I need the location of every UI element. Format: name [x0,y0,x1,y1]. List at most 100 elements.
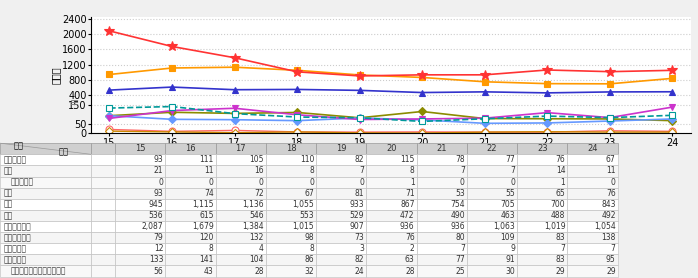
Bar [115,210,165,221]
Bar [366,265,417,277]
Text: 79: 79 [154,233,163,242]
Bar [316,265,366,277]
Bar [517,199,567,210]
Bar [216,154,266,165]
Bar [366,254,417,265]
Bar [165,265,216,277]
Text: 553: 553 [299,211,314,220]
Bar [567,199,618,210]
Bar [517,188,567,199]
Text: 9: 9 [510,244,515,253]
Line: 強盗: 強盗 [106,126,676,136]
Text: 16: 16 [254,167,264,175]
Bar [467,143,517,154]
Text: 30: 30 [505,267,515,275]
Text: 7: 7 [611,244,616,253]
Bar [91,154,115,165]
暴行 [668,77,676,80]
Text: 55: 55 [505,189,515,198]
Bar [216,265,266,277]
Bar [517,221,567,232]
Text: 0: 0 [510,178,515,187]
Text: 76: 76 [556,155,565,164]
Text: 91: 91 [505,255,515,264]
Bar [115,199,165,210]
Text: 73: 73 [355,233,364,242]
逮捕・監禁 [543,130,551,133]
Text: 93: 93 [154,189,163,198]
Text: 63: 63 [405,255,415,264]
Bar [266,143,316,154]
強制わいせつ [543,68,551,72]
逮捕・監禁 [105,130,114,133]
Bar [165,177,216,188]
略取・誘拐 [480,117,489,120]
Bar [467,265,517,277]
Text: 23: 23 [537,144,548,153]
暴行 [168,66,176,70]
Bar [0,199,91,210]
Text: 700: 700 [551,200,565,209]
略取・誘拐 [543,115,551,118]
Text: 1,679: 1,679 [192,222,214,231]
殺人 [606,117,614,121]
Bar [0,254,91,265]
Text: 傷害: 傷害 [3,211,13,220]
強姦 [355,116,364,120]
強制わいせつ [230,56,239,59]
Bar [266,199,316,210]
Bar [216,254,266,265]
Text: 2: 2 [410,244,415,253]
略取・誘拐 [168,105,176,108]
Bar [567,265,618,277]
強姦 [606,119,614,123]
Text: 105: 105 [249,155,264,164]
Line: 公然わいせつ: 公然わいせつ [106,104,676,123]
暴行 [543,82,551,85]
公然わいせつ [355,118,364,121]
Bar [567,154,618,165]
強制わいせつ [606,70,614,73]
Line: 略取・誘拐: 略取・誘拐 [107,104,675,124]
Text: 21: 21 [436,144,447,153]
Text: 29: 29 [556,267,565,275]
Text: 32: 32 [304,267,314,275]
Bar [366,188,417,199]
Bar [316,254,366,265]
Bar [467,221,517,232]
Text: 1: 1 [410,178,415,187]
Bar [517,210,567,221]
Bar [115,165,165,177]
Bar [517,243,567,254]
Text: 1,054: 1,054 [594,222,616,231]
略取・誘拐 [418,120,426,123]
公然わいせつ [543,111,551,114]
Text: 7: 7 [510,167,515,175]
Bar [0,265,91,277]
Bar [417,165,467,177]
強姦 [418,118,426,121]
Bar [115,154,165,165]
Bar [165,210,216,221]
Text: 74: 74 [204,189,214,198]
Text: 0: 0 [359,178,364,187]
傷害 [293,88,302,91]
Text: 705: 705 [500,200,515,209]
Bar [417,254,467,265]
Bar [0,243,91,254]
Bar [266,177,316,188]
Text: 133: 133 [149,255,163,264]
略取・誘拐 [293,115,302,119]
Bar [467,254,517,265]
Bar [165,188,216,199]
逮捕・監禁 [480,130,489,134]
Bar [567,188,618,199]
Bar [115,232,165,243]
Bar [115,265,165,277]
Bar [567,232,618,243]
強制わいせつ [293,70,302,73]
Text: 逮捕・監禁: 逮捕・監禁 [3,244,27,253]
Text: 年次: 年次 [59,147,68,156]
Bar [216,165,266,177]
Text: 754: 754 [450,200,465,209]
